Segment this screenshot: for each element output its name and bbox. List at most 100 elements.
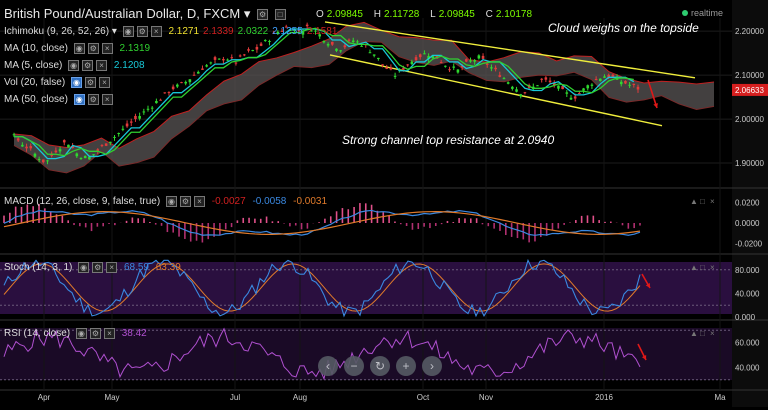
candle-body: [423, 53, 426, 55]
legend-ma5[interactable]: MA (5, close) ◉ ⚙ × 2.1208: [4, 60, 145, 71]
legend-ma50[interactable]: MA (50, close) ◉ ⚙ ×: [4, 94, 113, 105]
time-tick-label: Ma: [714, 393, 726, 402]
candle-body: [134, 115, 137, 119]
rsi-tick-label: 60.000: [735, 339, 760, 348]
chart-title[interactable]: British Pound/Australian Dollar, D, FXCM…: [4, 6, 286, 22]
macd-panel-control-icon[interactable]: □: [700, 197, 705, 206]
ma5-value: 2.1208: [113, 60, 145, 72]
last-price-label: 2.06633: [735, 86, 764, 95]
legend-ichimoku[interactable]: Ichimoku (9, 26, 52, 26) ▾ ◉ ⚙ × 2.1271 2.1…: [4, 26, 337, 37]
rsi-panel-control-icon[interactable]: ×: [710, 329, 715, 338]
eye-icon[interactable]: ◉: [73, 43, 85, 54]
candle-body: [431, 54, 435, 58]
rsi-label: RSI (14, close): [4, 328, 71, 340]
eye-icon[interactable]: ◉: [122, 26, 134, 37]
candle-body: [557, 85, 560, 89]
settings-icon[interactable]: ⚙: [82, 60, 94, 71]
candle-body: [230, 57, 234, 59]
chevron-down-icon[interactable]: ▾: [243, 6, 251, 21]
candle-body: [356, 41, 359, 43]
candle-body: [79, 158, 83, 160]
legend-stoch[interactable]: Stoch (14, 3, 1) ◉ ⚙ × 68.59 63.39: [4, 262, 181, 273]
close-icon[interactable]: ×: [193, 196, 205, 207]
symbol-title: British Pound/Australian Dollar, D, FXCM: [4, 6, 241, 21]
candle-body: [62, 140, 66, 143]
candle-body: [238, 55, 242, 57]
candle-body: [494, 67, 497, 70]
candle-body: [318, 34, 322, 37]
chevron-down-icon[interactable]: ▾: [111, 26, 117, 38]
candle-body: [343, 45, 347, 48]
close-icon[interactable]: ×: [101, 43, 113, 54]
eye-icon[interactable]: ◉: [68, 60, 80, 71]
candle-body: [523, 92, 527, 94]
candle-body: [519, 94, 523, 97]
candle-body: [96, 149, 100, 151]
settings-icon[interactable]: ⚙: [257, 9, 269, 21]
eye-icon[interactable]: ◉: [165, 196, 177, 207]
candle-body: [427, 55, 430, 59]
candle-body: [37, 159, 41, 161]
candle-body: [460, 65, 464, 68]
settings-icon[interactable]: ⚙: [136, 26, 148, 37]
ma10-label: MA (10, close): [4, 43, 68, 55]
candle-body: [578, 93, 581, 95]
stoch-panel-control-icon[interactable]: ×: [710, 263, 715, 272]
settings-icon[interactable]: ⚙: [179, 196, 191, 207]
ma10-line: [14, 27, 634, 157]
time-tick-label: Jul: [230, 393, 240, 402]
settings-icon[interactable]: ⚙: [89, 328, 101, 339]
macd-panel-control-icon[interactable]: ×: [710, 197, 715, 206]
candle-body: [619, 81, 623, 85]
stoch-panel-control-icon[interactable]: □: [700, 263, 705, 272]
candle-body: [196, 71, 200, 74]
macd-panel-control-icon[interactable]: ▲: [690, 197, 698, 206]
eye-icon[interactable]: ◉: [70, 77, 82, 88]
time-tick-label: 2016: [595, 393, 613, 402]
zoom-in-button[interactable]: +: [396, 356, 416, 376]
realtime-label: realtime: [691, 8, 724, 18]
candle-body: [389, 67, 393, 70]
price-tick-label: 2.00000: [735, 115, 764, 124]
scroll-right-button[interactable]: ›: [422, 356, 442, 376]
rsi-band: [0, 328, 732, 380]
settings-icon[interactable]: ⚙: [87, 43, 99, 54]
ohlc-open-value: 2.09845: [326, 9, 363, 20]
price-tick-label: 2.20000: [735, 27, 764, 36]
fullscreen-icon[interactable]: □: [274, 9, 286, 21]
rsi-panel-control-icon[interactable]: □: [700, 329, 705, 338]
close-icon[interactable]: ×: [101, 94, 113, 105]
rsi-panel-control-icon[interactable]: ▲: [690, 329, 698, 338]
candle-body: [180, 82, 183, 84]
close-icon[interactable]: ×: [96, 60, 108, 71]
close-icon[interactable]: ×: [103, 328, 115, 339]
candle-body: [75, 153, 79, 157]
legend-macd[interactable]: MACD (12, 26, close, 9, false, true) ◉ ⚙ ×…: [4, 196, 327, 207]
price-down-arrow-head: [653, 103, 658, 108]
candle-body: [314, 30, 317, 32]
reset-button[interactable]: ↻: [370, 356, 390, 376]
candle-body: [171, 86, 175, 90]
legend-rsi[interactable]: RSI (14, close) ◉ ⚙ × 38.42: [4, 328, 147, 339]
eye-icon[interactable]: ◉: [75, 328, 87, 339]
candle-body: [552, 82, 556, 86]
price-axis-strip: [732, 0, 768, 407]
candle-body: [515, 89, 518, 92]
settings-icon[interactable]: ⚙: [87, 94, 99, 105]
candle-body: [406, 64, 409, 66]
scroll-left-button[interactable]: ‹: [318, 356, 338, 376]
zoom-out-button[interactable]: −: [344, 356, 364, 376]
close-icon[interactable]: ×: [106, 262, 118, 273]
stoch-panel-control-icon[interactable]: ▲: [690, 263, 698, 272]
candle-body: [381, 64, 384, 66]
eye-icon[interactable]: ◉: [78, 262, 90, 273]
legend-ma10[interactable]: MA (10, close) ◉ ⚙ × 2.1319: [4, 43, 150, 54]
settings-icon[interactable]: ⚙: [92, 262, 104, 273]
close-icon[interactable]: ×: [98, 77, 110, 88]
stoch-tick-label: 80.000: [735, 266, 760, 275]
legend-vol[interactable]: Vol (20, false) ◉ ⚙ ×: [4, 77, 110, 88]
eye-icon[interactable]: ◉: [73, 94, 85, 105]
ichimoku-value: 2.1339: [203, 26, 234, 38]
close-icon[interactable]: ×: [150, 26, 162, 37]
settings-icon[interactable]: ⚙: [84, 77, 96, 88]
